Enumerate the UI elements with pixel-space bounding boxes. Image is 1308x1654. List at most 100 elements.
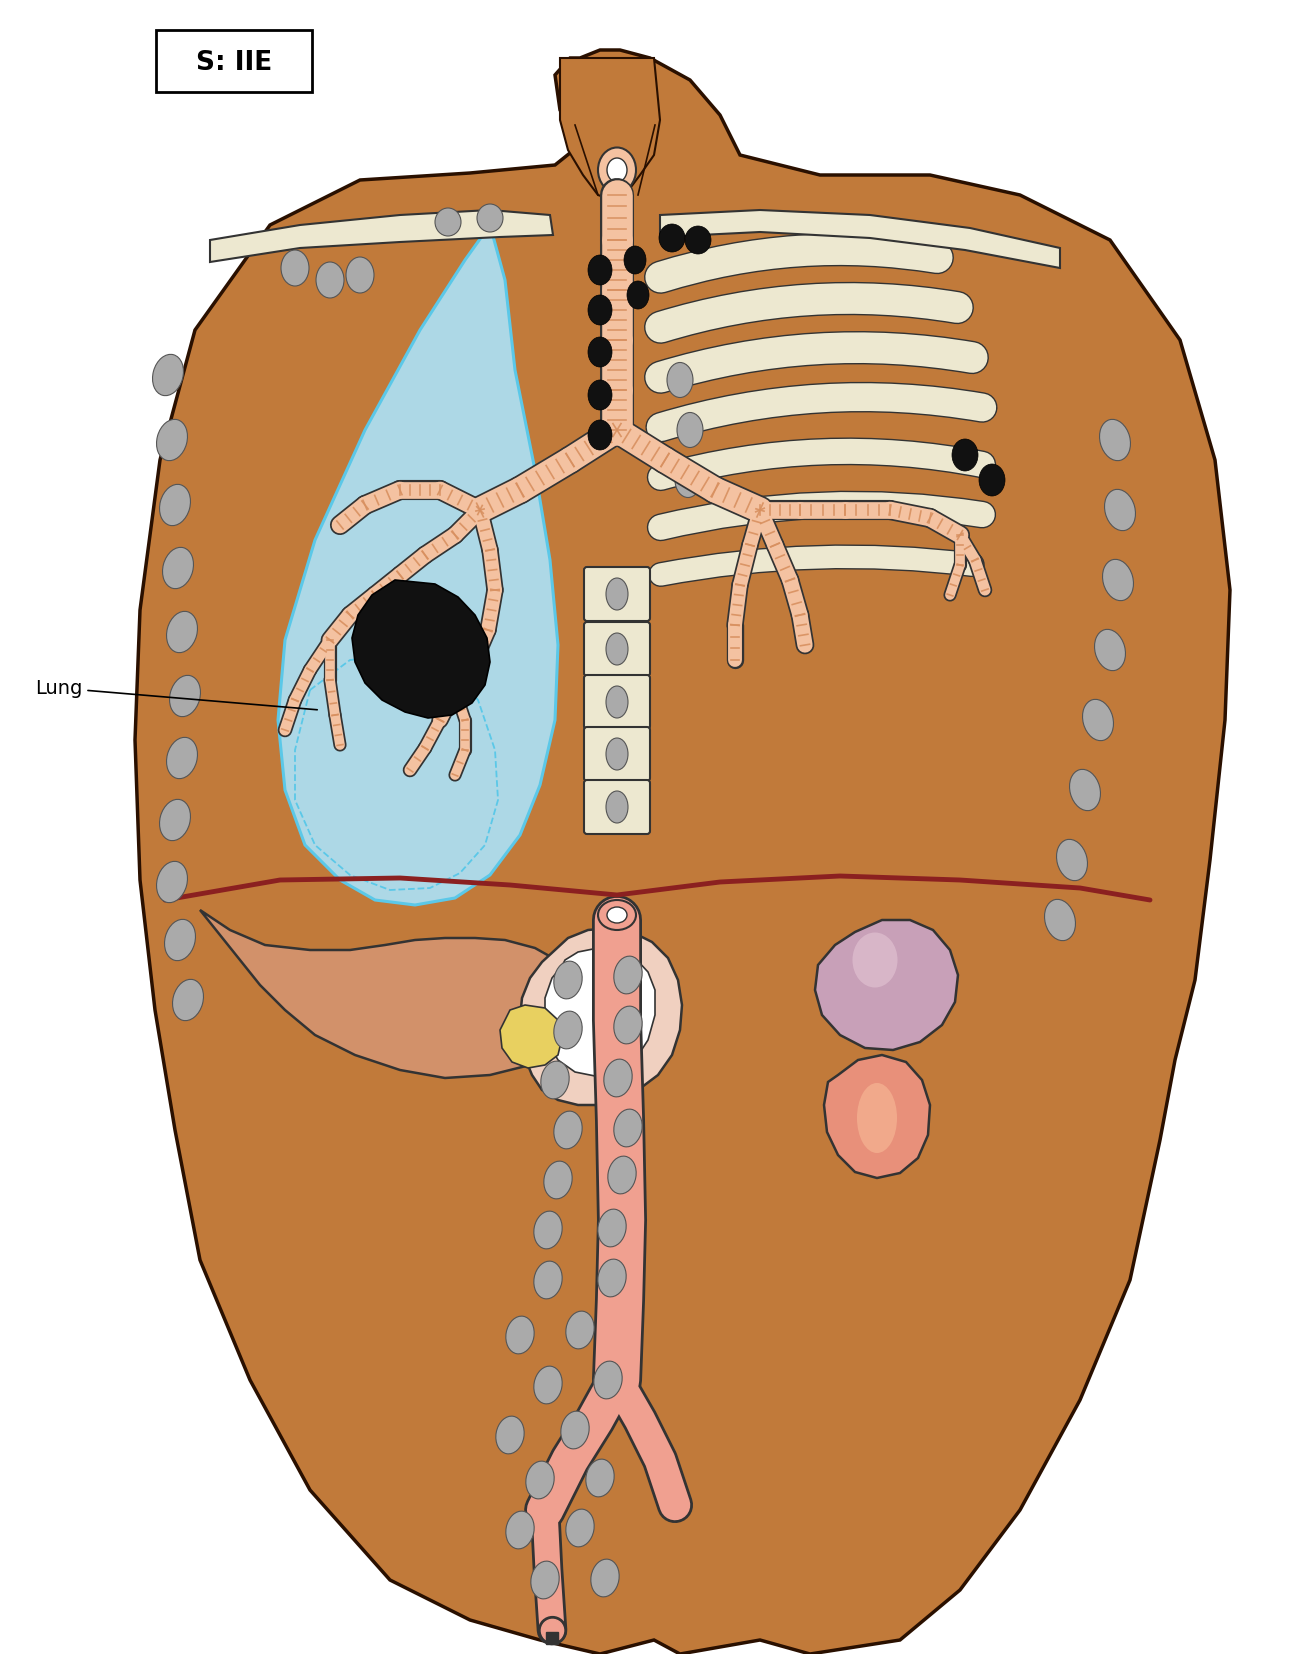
Ellipse shape	[153, 354, 183, 395]
Ellipse shape	[624, 246, 646, 275]
FancyBboxPatch shape	[583, 622, 650, 676]
Ellipse shape	[553, 961, 582, 999]
Ellipse shape	[586, 1459, 615, 1497]
Ellipse shape	[1104, 490, 1135, 531]
Polygon shape	[560, 58, 661, 200]
Ellipse shape	[347, 256, 374, 293]
FancyArrowPatch shape	[661, 452, 982, 478]
Ellipse shape	[606, 633, 628, 665]
Ellipse shape	[166, 738, 198, 779]
Ellipse shape	[1100, 420, 1130, 461]
Ellipse shape	[561, 1411, 589, 1449]
Ellipse shape	[566, 1312, 594, 1350]
Ellipse shape	[317, 261, 344, 298]
Ellipse shape	[853, 933, 897, 987]
Ellipse shape	[531, 1561, 560, 1599]
FancyArrowPatch shape	[661, 557, 972, 574]
Ellipse shape	[506, 1512, 534, 1548]
Ellipse shape	[1083, 700, 1113, 741]
Ellipse shape	[589, 255, 612, 284]
Polygon shape	[352, 581, 490, 718]
FancyArrowPatch shape	[661, 504, 982, 528]
Ellipse shape	[162, 547, 194, 589]
Text: Lung: Lung	[35, 678, 318, 710]
Polygon shape	[824, 1055, 930, 1178]
Ellipse shape	[591, 1560, 619, 1596]
FancyArrowPatch shape	[661, 347, 972, 377]
Polygon shape	[211, 210, 553, 261]
Ellipse shape	[1070, 769, 1100, 810]
Ellipse shape	[1095, 630, 1125, 670]
Ellipse shape	[160, 485, 191, 526]
Ellipse shape	[627, 281, 649, 309]
Ellipse shape	[589, 380, 612, 410]
Ellipse shape	[436, 208, 460, 237]
Polygon shape	[279, 225, 559, 905]
Ellipse shape	[675, 463, 701, 498]
FancyBboxPatch shape	[156, 30, 313, 93]
Ellipse shape	[477, 203, 504, 232]
FancyBboxPatch shape	[583, 781, 650, 834]
Ellipse shape	[170, 675, 200, 716]
Polygon shape	[521, 928, 681, 1105]
Ellipse shape	[534, 1366, 562, 1404]
Ellipse shape	[613, 1006, 642, 1044]
Ellipse shape	[534, 1211, 562, 1249]
Ellipse shape	[857, 1083, 897, 1153]
Ellipse shape	[553, 1011, 582, 1049]
Ellipse shape	[598, 1259, 627, 1297]
Ellipse shape	[606, 686, 628, 718]
FancyArrowPatch shape	[661, 504, 982, 528]
Ellipse shape	[613, 1110, 642, 1146]
FancyArrowPatch shape	[661, 397, 982, 427]
Ellipse shape	[553, 1111, 582, 1150]
Ellipse shape	[685, 227, 712, 255]
Ellipse shape	[678, 412, 702, 448]
Ellipse shape	[173, 979, 204, 1021]
Ellipse shape	[160, 799, 191, 840]
Ellipse shape	[1103, 559, 1134, 600]
Ellipse shape	[604, 1059, 632, 1097]
FancyArrowPatch shape	[661, 250, 938, 278]
FancyArrowPatch shape	[661, 452, 982, 478]
Ellipse shape	[607, 159, 627, 182]
Ellipse shape	[534, 1260, 562, 1298]
FancyBboxPatch shape	[583, 567, 650, 620]
Ellipse shape	[598, 900, 636, 930]
Polygon shape	[545, 948, 655, 1077]
Ellipse shape	[506, 1317, 534, 1355]
FancyArrowPatch shape	[661, 298, 957, 327]
Ellipse shape	[1057, 839, 1087, 880]
Ellipse shape	[598, 147, 636, 192]
Ellipse shape	[165, 920, 195, 961]
FancyArrowPatch shape	[661, 298, 957, 327]
FancyArrowPatch shape	[661, 347, 972, 377]
Ellipse shape	[589, 420, 612, 450]
Ellipse shape	[540, 1062, 569, 1098]
Ellipse shape	[589, 337, 612, 367]
FancyBboxPatch shape	[583, 728, 650, 781]
Ellipse shape	[566, 1508, 594, 1546]
Ellipse shape	[166, 612, 198, 653]
Ellipse shape	[613, 956, 642, 994]
Ellipse shape	[544, 1161, 572, 1199]
Ellipse shape	[1045, 900, 1075, 941]
Ellipse shape	[157, 862, 187, 903]
Ellipse shape	[607, 906, 627, 923]
Ellipse shape	[496, 1416, 525, 1454]
Ellipse shape	[952, 438, 978, 471]
Ellipse shape	[978, 465, 1005, 496]
Ellipse shape	[594, 1361, 623, 1399]
Polygon shape	[500, 1006, 562, 1068]
Ellipse shape	[606, 577, 628, 610]
Ellipse shape	[667, 362, 693, 397]
Text: S: IIE: S: IIE	[196, 50, 272, 76]
Ellipse shape	[598, 1209, 627, 1247]
Ellipse shape	[606, 738, 628, 771]
FancyArrowPatch shape	[661, 397, 982, 427]
FancyArrowPatch shape	[661, 250, 938, 278]
FancyArrowPatch shape	[661, 557, 972, 574]
Ellipse shape	[608, 1156, 636, 1194]
Polygon shape	[661, 210, 1059, 268]
Ellipse shape	[526, 1460, 555, 1499]
